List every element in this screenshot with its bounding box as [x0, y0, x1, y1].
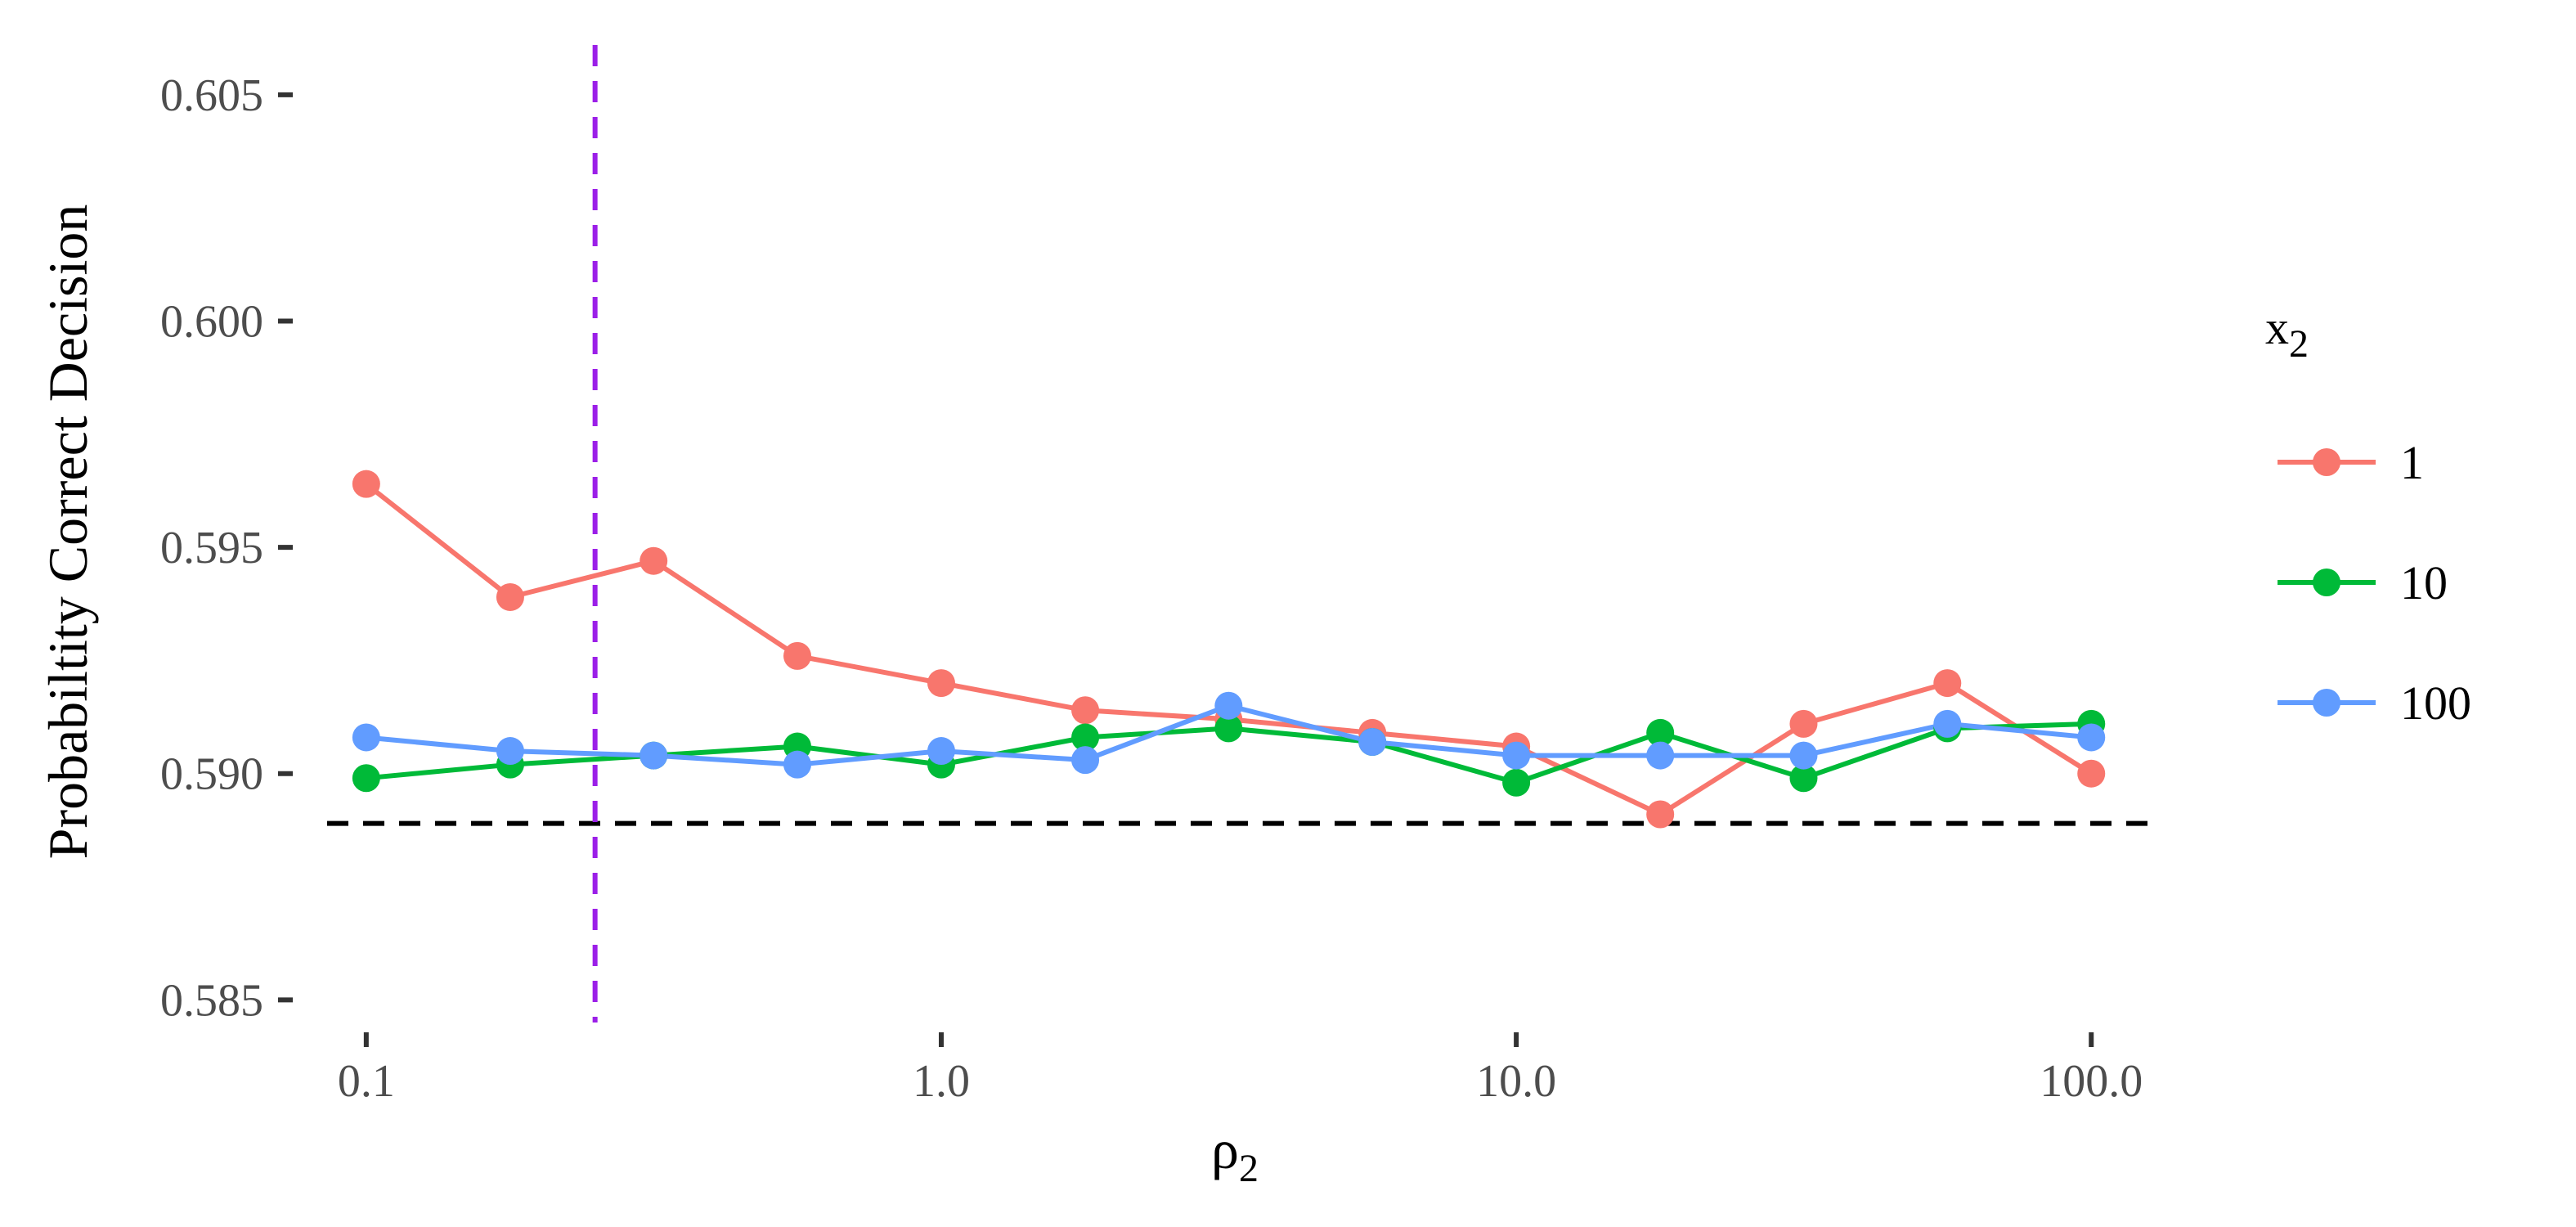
data-point-1 [1646, 800, 1675, 829]
data-point-1 [1789, 709, 1818, 738]
data-point-10 [1646, 718, 1675, 747]
y-tick-label: 0.585 [160, 975, 263, 1026]
data-point-100 [1071, 746, 1100, 775]
data-point-100 [1789, 741, 1818, 770]
x-axis-title-subscript: 2 [1239, 1147, 1259, 1190]
data-point-100 [783, 750, 812, 779]
y-tick-label: 0.600 [160, 296, 263, 347]
legend-title-main: x [2265, 301, 2289, 354]
data-point-100 [927, 737, 955, 766]
x-tick-label: 1.0 [913, 1056, 970, 1107]
legend: x2 1 10 100 [2265, 301, 2471, 730]
data-point-100 [1358, 727, 1387, 756]
data-point-100 [2077, 723, 2106, 752]
legend-title: x2 [2265, 301, 2309, 366]
x-tick-label: 100.0 [2040, 1056, 2143, 1107]
x-tick-label: 10.0 [1476, 1056, 1556, 1107]
legend-key-point-100 [2313, 689, 2340, 717]
data-point-100 [1933, 709, 1962, 738]
x-axis: 0.1 1.0 10.0 100.0 [338, 1032, 2143, 1107]
data-point-1 [927, 669, 955, 698]
data-point-10 [1214, 714, 1243, 743]
data-series [352, 470, 2106, 829]
data-point-1 [1933, 669, 1962, 698]
x-axis-title-main: ρ [1211, 1118, 1239, 1180]
series-line-1 [364, 482, 2093, 817]
data-point-100 [496, 737, 524, 766]
data-point-10 [1071, 723, 1100, 752]
data-point-1 [1071, 696, 1100, 725]
y-tick-label: 0.595 [160, 523, 263, 573]
legend-label-10: 10 [2400, 556, 2448, 609]
legend-key-point-1 [2313, 448, 2340, 476]
data-point-100 [640, 741, 668, 770]
data-point-1 [496, 582, 524, 611]
y-tick-label: 0.590 [160, 749, 263, 800]
data-point-10 [1502, 768, 1531, 797]
y-axis: 0.585 0.590 0.595 0.600 0.605 [160, 70, 293, 1026]
reference-lines [327, 45, 2159, 1022]
legend-label-100: 100 [2400, 676, 2471, 730]
data-point-10 [1789, 764, 1818, 793]
y-axis-title: Probabiltity Correct Decision [37, 204, 99, 860]
data-point-1 [2077, 759, 2106, 788]
x-axis-title: ρ2 [1211, 1118, 1259, 1190]
data-point-100 [1502, 741, 1531, 770]
data-point-1 [352, 470, 380, 498]
legend-title-subscript: 2 [2289, 322, 2309, 366]
data-point-1 [640, 546, 668, 575]
legend-key-point-10 [2313, 569, 2340, 596]
data-point-100 [1646, 741, 1675, 770]
data-point-10 [352, 764, 380, 793]
data-point-100 [1214, 691, 1243, 720]
y-tick-label: 0.605 [160, 70, 263, 121]
x-tick-label: 0.1 [338, 1056, 395, 1107]
data-point-1 [783, 641, 812, 670]
data-point-100 [352, 723, 380, 752]
legend-label-1: 1 [2400, 436, 2424, 489]
